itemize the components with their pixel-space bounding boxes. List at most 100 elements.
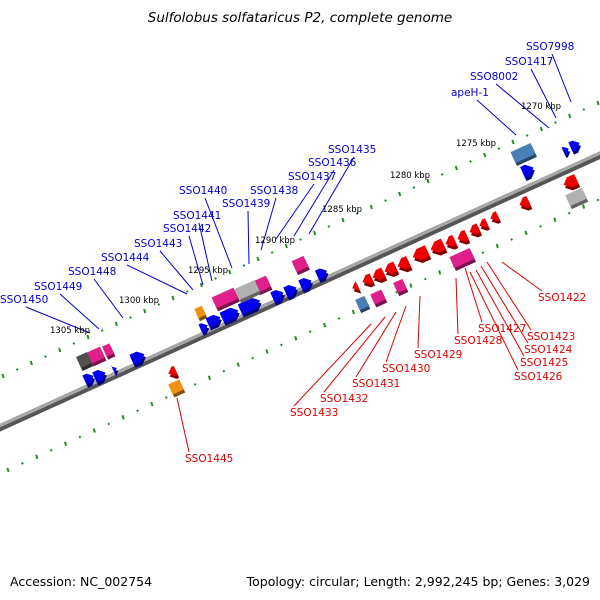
forward-gene-label: SSO1443: [134, 238, 182, 250]
reverse-gene-label: SSO1423: [527, 331, 575, 343]
reverse-gene-face: [384, 261, 398, 274]
forward-tick: [568, 113, 572, 119]
forward-gene: [291, 255, 310, 276]
reverse-tick: [78, 435, 82, 439]
reverse-gene-face: [362, 273, 374, 285]
reverse-tick: [207, 375, 212, 381]
forward-gene: [237, 297, 262, 318]
forward-leader: [159, 250, 194, 291]
reverse-tick: [164, 396, 168, 399]
forward-gene-face: [82, 373, 94, 385]
forward-leader: [308, 156, 355, 235]
forward-gene-face: [510, 142, 536, 164]
reverse-gene: [362, 273, 376, 288]
forward-leader: [495, 83, 550, 129]
forward-tick: [483, 152, 487, 158]
reverse-gene: [384, 261, 400, 277]
forward-gene-face: [314, 268, 328, 280]
forward-leader: [260, 197, 277, 251]
forward-tick: [313, 230, 317, 236]
reverse-leader: [385, 305, 407, 363]
forward-tick: [242, 264, 246, 267]
reverse-tick: [495, 243, 499, 249]
backbone-shadow: [0, 151, 600, 432]
forward-gene-label: SSO1448: [68, 266, 116, 278]
forward-gene-label: SSO7998: [526, 41, 574, 53]
forward-tick: [44, 355, 47, 358]
reverse-gene-face: [479, 218, 489, 228]
forward-gene-label: SSO1435: [328, 144, 376, 156]
gene-layer: [76, 140, 589, 398]
reverse-gene-label: SSO1445: [185, 453, 233, 465]
reverse-gene-face: [565, 187, 587, 207]
forward-gene: [102, 343, 116, 360]
reverse-tick: [395, 290, 398, 294]
forward-gene-label: SSO1438: [250, 185, 298, 197]
forward-gene: [314, 268, 329, 283]
reverse-tick: [409, 283, 413, 288]
reverse-gene: [168, 365, 180, 379]
forward-tick: [143, 308, 147, 314]
reverse-gene-label: SSO1433: [290, 407, 338, 419]
reverse-leader: [417, 295, 421, 349]
reverse-gene: [393, 278, 409, 297]
map-title: Sulfolobus solfataricus P2, complete gen…: [147, 10, 453, 26]
forward-gene-face: [561, 146, 569, 155]
forward-tick: [539, 126, 543, 132]
reverse-gene: [449, 247, 476, 272]
reverse-tick: [596, 198, 600, 202]
reverse-gene-face: [490, 211, 500, 221]
forward-leader: [530, 68, 557, 119]
reverse-gene-face: [352, 281, 360, 291]
forward-tick: [525, 134, 529, 137]
forward-tick: [270, 251, 274, 254]
scale-label: 1285 kbp: [322, 205, 362, 215]
reverse-gene-face: [168, 379, 184, 395]
forward-tick: [199, 282, 203, 288]
forward-gene-face: [87, 346, 105, 364]
forward-gene: [87, 346, 107, 367]
reverse-tick: [150, 401, 154, 407]
forward-gene-label: SSO1440: [179, 185, 227, 197]
reverse-tick: [423, 277, 427, 281]
forward-tick: [228, 269, 232, 275]
forward-gene-face: [102, 343, 114, 357]
reverse-gene-face: [168, 365, 178, 376]
reverse-tick: [64, 441, 68, 446]
reverse-leader: [501, 261, 543, 292]
forward-gene-label: SSO1436: [308, 157, 357, 169]
forward-gene: [110, 365, 119, 378]
reverse-tick: [222, 369, 226, 373]
reverse-tick: [251, 356, 255, 360]
reverse-gene-label: SSO1425: [520, 357, 568, 369]
reverse-gene: [370, 289, 388, 308]
genome-summary: Topology: circular; Length: 2,992,245 bp…: [246, 574, 590, 589]
leader-layer: [25, 53, 572, 453]
forward-gene-label: apeH-1: [451, 87, 489, 99]
reverse-tick: [35, 454, 39, 460]
forward-tick: [114, 321, 118, 327]
forward-gene: [194, 305, 208, 322]
forward-tick: [157, 303, 161, 306]
reverse-tick: [510, 238, 514, 241]
reverse-tick: [553, 217, 557, 223]
reverse-gene-face: [519, 195, 531, 208]
forward-tick: [511, 139, 515, 145]
reverse-tick: [265, 349, 269, 354]
forward-leader: [247, 210, 250, 265]
forward-tick: [29, 360, 33, 366]
forward-gene-face: [198, 323, 208, 333]
reverse-gene-face: [370, 289, 386, 305]
reverse-gene: [457, 229, 471, 245]
reverse-tick: [567, 211, 571, 215]
forward-tick: [554, 121, 557, 124]
forward-gene-label: SSO1442: [163, 223, 211, 235]
forward-tick: [497, 147, 501, 150]
forward-gene: [76, 352, 94, 371]
scale-label: 1295 kbp: [188, 266, 228, 276]
forward-tick: [129, 316, 132, 319]
forward-leader: [293, 169, 335, 237]
reverse-gene: [490, 211, 502, 224]
reverse-leader: [323, 316, 386, 393]
reverse-leader: [480, 265, 529, 344]
